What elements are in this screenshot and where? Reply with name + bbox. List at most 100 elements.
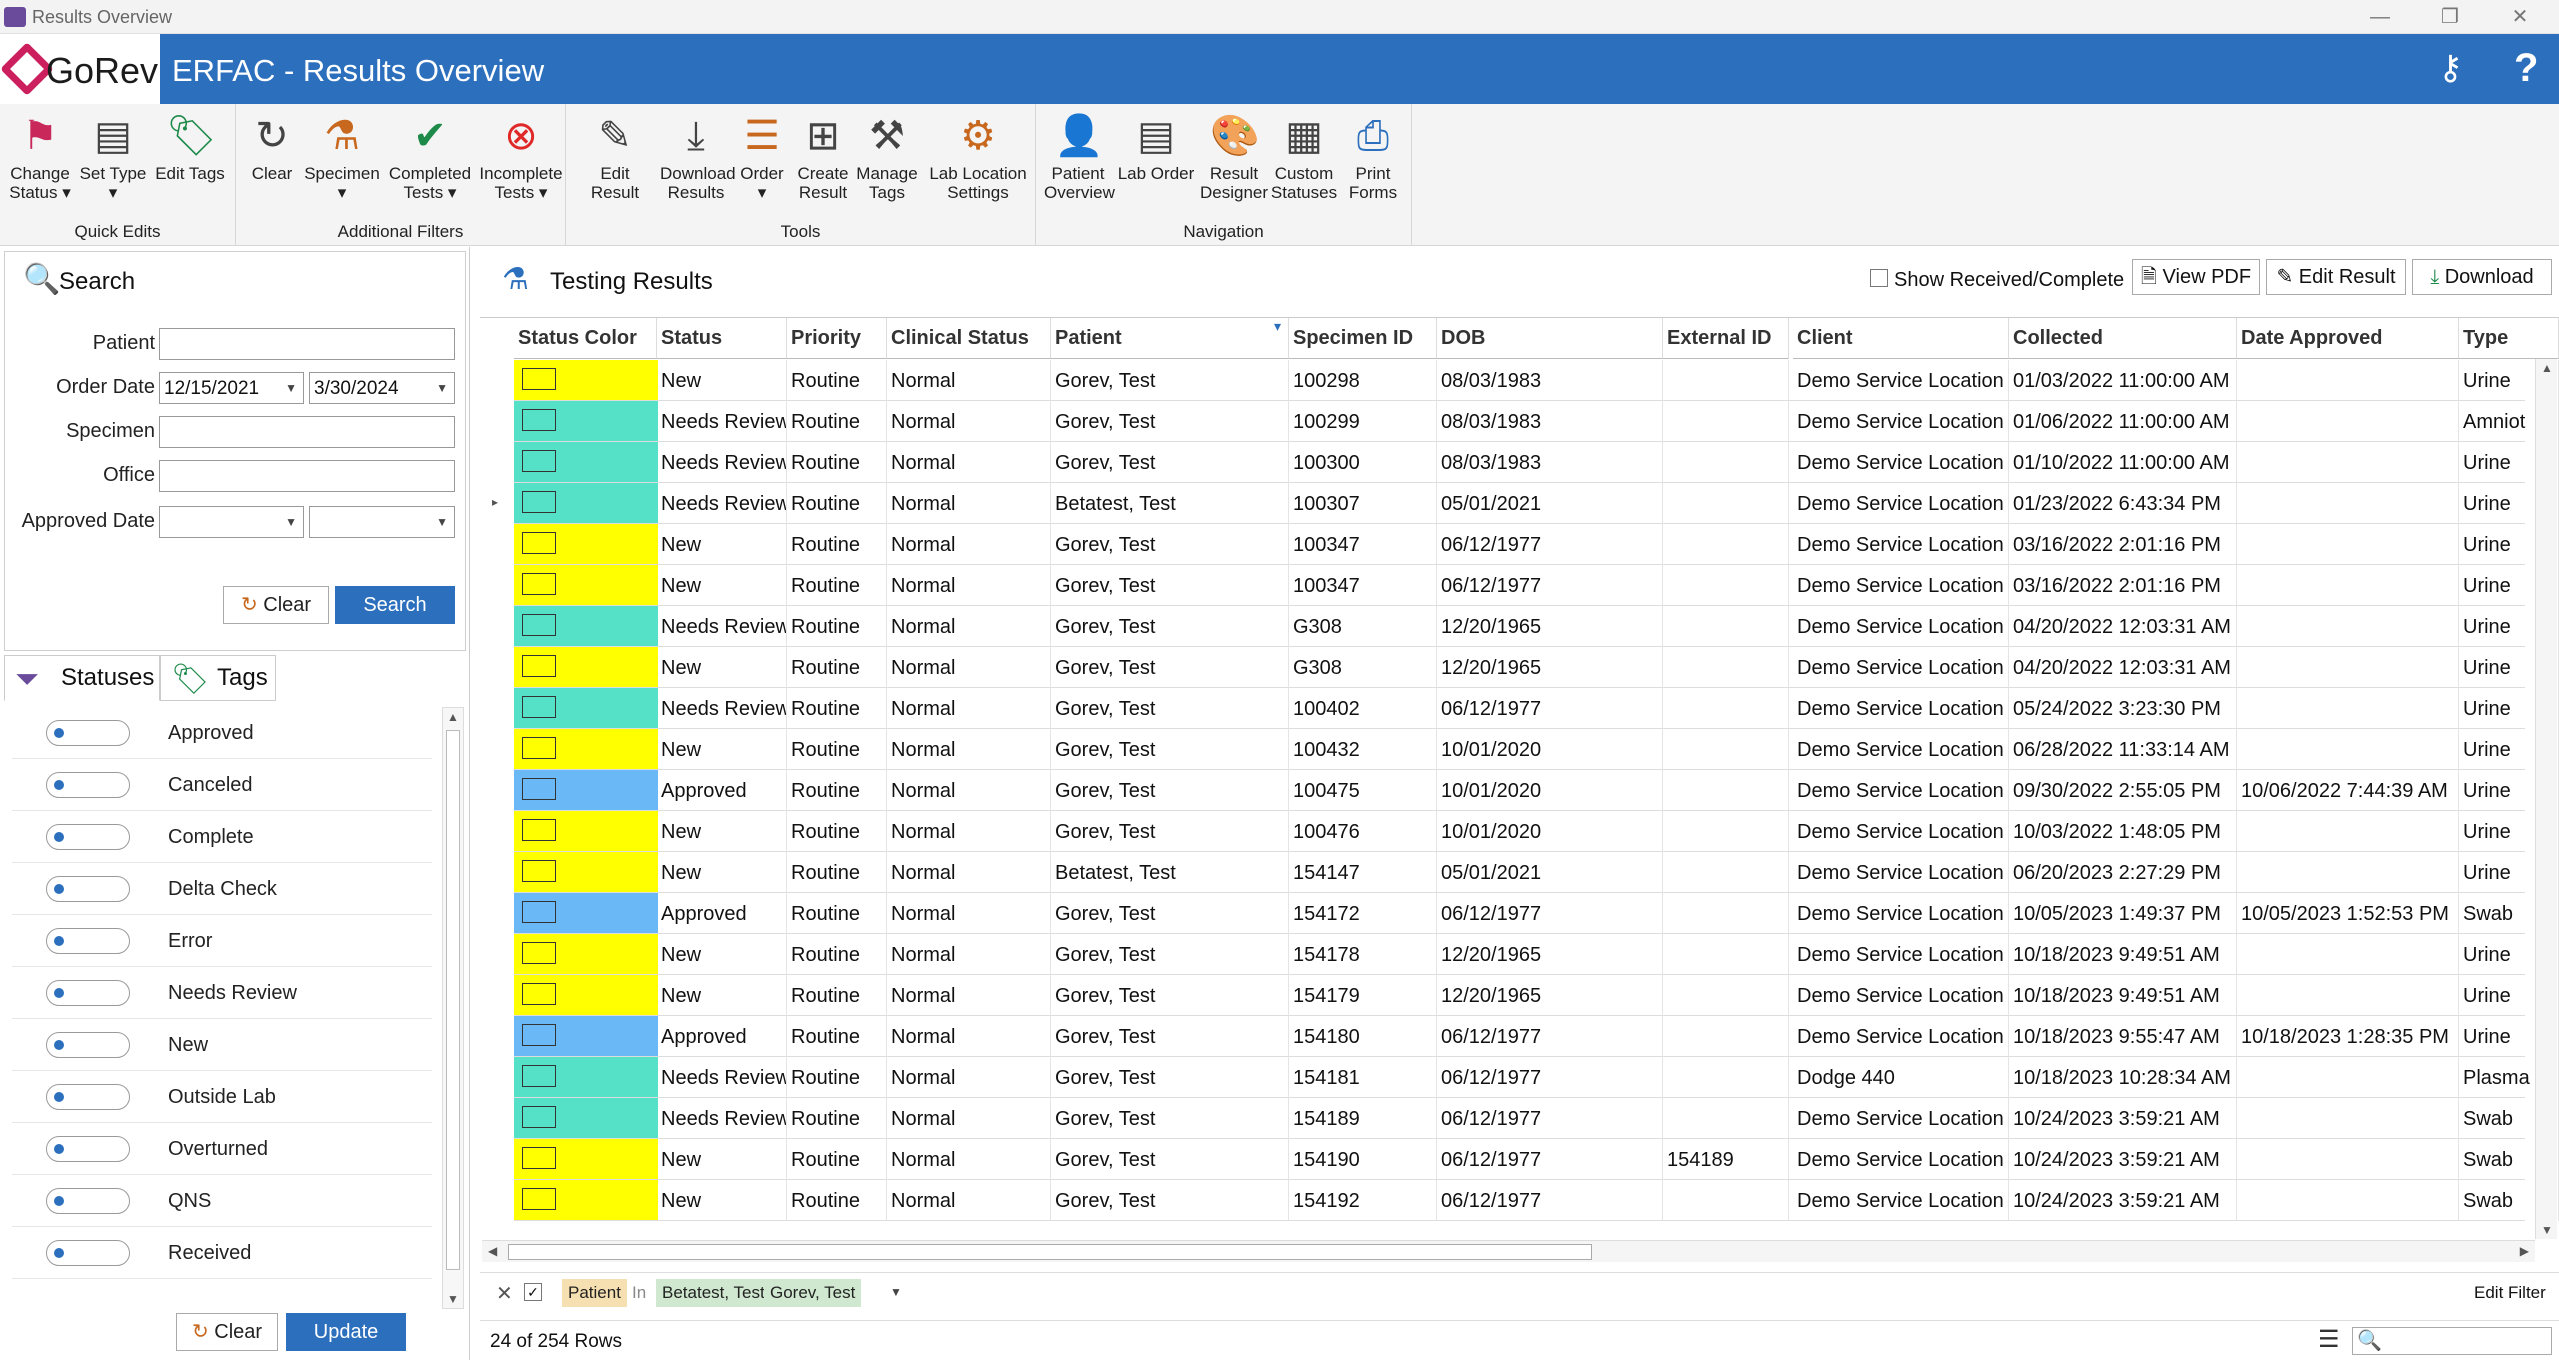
column-header[interactable]: Patient [1051, 318, 1289, 359]
edit-result-ribbon-button[interactable]: ✎ Edit Result [590, 114, 640, 202]
specimen-input[interactable] [159, 416, 455, 448]
minimize-button[interactable]: — [2370, 6, 2390, 28]
column-header[interactable]: Type [2459, 318, 2559, 359]
table-row[interactable]: New Routine Normal Gorev, Test 154190 06/12/1… [514, 1139, 2559, 1180]
edit-result-button[interactable]: ✎ Edit Result [2266, 259, 2406, 295]
status-toggle[interactable] [46, 772, 130, 798]
table-row[interactable]: Needs Review Routine Normal Gorev, Test G308… [514, 606, 2559, 647]
download-button[interactable]: ⤓ Download [2412, 259, 2552, 295]
help-icon[interactable]: ? [2514, 46, 2539, 90]
table-row[interactable]: Approved Routine Normal Gorev, Test 154180 06… [514, 1016, 2559, 1057]
column-header[interactable]: Priority [787, 318, 887, 359]
lab-location-settings-button[interactable]: ⚙ Lab Location Settings [929, 114, 1027, 202]
status-toggle[interactable] [46, 1084, 130, 1110]
statuses-clear-button[interactable]: ↻ Clear [176, 1313, 278, 1351]
scroll-up-icon[interactable]: ▲ [447, 710, 459, 724]
clear-filter-icon[interactable]: ✕ [496, 1283, 513, 1305]
set-type-button[interactable]: ▤ Set Type ▾ [79, 114, 147, 202]
order-date-to[interactable]: 3/30/2024 ▼ [309, 372, 455, 404]
custom-statuses-button[interactable]: ▦ Custom Statuses [1270, 114, 1338, 202]
result-designer-button[interactable]: 🎨 Result Designer [1200, 114, 1269, 202]
column-header[interactable]: Status Color [514, 318, 657, 359]
manage-tags-button[interactable]: ⚒ Manage Tags [856, 114, 918, 202]
filter-indicator-icon[interactable]: ▾ [1274, 318, 1282, 334]
clear-filter-button[interactable]: ↻ Clear [244, 112, 300, 183]
status-toggle[interactable] [46, 928, 130, 954]
change-status-button[interactable]: ⚑ Change Status ▾ [9, 114, 71, 202]
table-row[interactable]: Approved Routine Normal Gorev, Test 100475 10… [514, 770, 2559, 811]
menu-icon[interactable]: ☰ [2318, 1326, 2340, 1353]
table-row[interactable]: New Routine Normal Gorev, Test 154192 06/12/1… [514, 1180, 2559, 1221]
status-toggle[interactable] [46, 720, 130, 746]
edit-filter-link[interactable]: Edit Filter [2474, 1283, 2546, 1302]
column-header[interactable]: DOB [1437, 318, 1663, 359]
column-header[interactable]: Date Approved [2237, 318, 2459, 359]
column-header[interactable]: External ID [1663, 318, 1789, 359]
view-pdf-button[interactable]: 🗎 View PDF [2132, 259, 2260, 295]
patient-input[interactable] [159, 328, 455, 360]
grid-search-input[interactable]: 🔍 [2352, 1327, 2552, 1355]
lab-order-button[interactable]: ▤ Lab Order [1117, 114, 1195, 183]
table-row[interactable]: Needs Review Routine Normal Gorev, Test 1004… [514, 688, 2559, 729]
approved-date-from[interactable]: ▼ [159, 506, 304, 538]
filter-field[interactable]: Patient [562, 1279, 627, 1307]
scroll-up-icon[interactable]: ▲ [2541, 361, 2553, 375]
column-header[interactable]: Client [1793, 318, 2009, 359]
column-header[interactable]: Collected [2009, 318, 2237, 359]
status-toggle[interactable] [46, 1240, 130, 1266]
scroll-down-icon[interactable]: ▼ [2541, 1223, 2553, 1237]
grid-horizontal-scrollbar[interactable]: ◀ ▶ [482, 1240, 2535, 1262]
download-results-button[interactable]: ⤓ Download Results [660, 114, 736, 202]
status-toggle[interactable] [46, 824, 130, 850]
table-row[interactable]: Approved Routine Normal Gorev, Test 154172 06… [514, 893, 2559, 934]
column-header[interactable]: Status [657, 318, 787, 359]
office-input[interactable] [159, 460, 455, 492]
order-button[interactable]: ☰ Order ▾ [734, 112, 790, 202]
table-row[interactable]: New Routine Normal Gorev, Test 154179 12/20/1… [514, 975, 2559, 1016]
status-list-scrollbar[interactable]: ▲ ▼ [442, 707, 464, 1309]
filter-operator[interactable]: In [632, 1283, 647, 1302]
scroll-right-icon[interactable]: ▶ [2519, 1244, 2529, 1258]
search-clear-button[interactable]: ↻ Clear [223, 586, 329, 624]
chevron-down-icon[interactable]: ▼ [890, 1285, 902, 1299]
scroll-thumb[interactable] [508, 1244, 1592, 1260]
order-date-from[interactable]: 12/15/2021 ▼ [159, 372, 304, 404]
status-toggle[interactable] [46, 1188, 130, 1214]
table-row[interactable]: New Routine Normal Gorev, Test 100476 10/01/2… [514, 811, 2559, 852]
status-toggle[interactable] [46, 1136, 130, 1162]
status-toggle[interactable] [46, 876, 130, 902]
show-received-checkbox[interactable] [1870, 269, 1888, 287]
table-row[interactable]: Needs Review Routine Normal Gorev, Test 1002… [514, 401, 2559, 442]
tab-statuses[interactable]: ⏷ Statuses [4, 655, 160, 701]
table-row[interactable]: New Routine Normal Betatest, Test 154147 05/0… [514, 852, 2559, 893]
table-row[interactable]: New Routine Normal Gorev, Test G308 12/20/196… [514, 647, 2559, 688]
scroll-left-icon[interactable]: ◀ [488, 1244, 498, 1258]
key-icon[interactable]: ⚷ [2438, 49, 2463, 87]
create-result-button[interactable]: ⊞ Create Result [797, 114, 849, 202]
status-toggle[interactable] [46, 1032, 130, 1058]
specimen-filter-button[interactable]: ⚗ Specimen ▾ [304, 114, 380, 202]
maximize-button[interactable]: ❐ [2441, 6, 2459, 28]
close-button[interactable]: ✕ [2511, 6, 2529, 28]
filter-value[interactable]: Betatest, Test [656, 1279, 771, 1307]
incomplete-tests-button[interactable]: ⊗ Incomplete Tests ▾ [479, 114, 563, 202]
approved-date-to[interactable]: ▼ [309, 506, 455, 538]
table-row[interactable]: New Routine Normal Gorev, Test 100432 10/01/2… [514, 729, 2559, 770]
table-row[interactable]: Needs Review Routine Normal Gorev, Test 1541… [514, 1057, 2559, 1098]
scroll-thumb[interactable] [446, 730, 460, 1270]
update-button[interactable]: Update [286, 1313, 406, 1351]
edit-tags-button[interactable]: 🏷 Edit Tags [155, 114, 225, 183]
table-row[interactable]: New Routine Normal Gorev, Test 100347 06/12/1… [514, 565, 2559, 606]
filter-enabled-checkbox[interactable]: ✓ [524, 1283, 542, 1301]
tab-tags[interactable]: 🏷 Tags [160, 655, 276, 701]
filter-value[interactable]: Gorev, Test [764, 1279, 862, 1307]
table-row[interactable]: New Routine Normal Gorev, Test 154178 12/20/1… [514, 934, 2559, 975]
column-header[interactable]: Clinical Status [887, 318, 1051, 359]
table-row[interactable]: Needs Review Routine Normal Gorev, Test 1003… [514, 442, 2559, 483]
table-row[interactable]: Needs Review Routine Normal Gorev, Test 1541… [514, 1098, 2559, 1139]
table-row[interactable]: Needs Review Routine Normal Betatest, Test 1… [514, 483, 2559, 524]
grid-vertical-scrollbar[interactable]: ▲ ▼ [2535, 359, 2557, 1239]
column-header[interactable]: Specimen ID [1289, 318, 1437, 359]
search-button[interactable]: Search [335, 586, 455, 624]
status-toggle[interactable] [46, 980, 130, 1006]
